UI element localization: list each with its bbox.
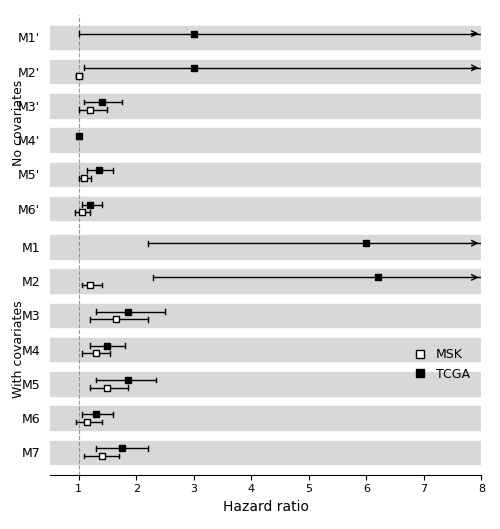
Bar	[50, 235, 482, 259]
Legend: MSK, TCGA: MSK, TCGA	[402, 343, 475, 386]
Bar	[50, 129, 482, 152]
Bar	[50, 162, 482, 186]
Bar	[50, 304, 482, 327]
Bar	[50, 60, 482, 84]
Bar	[50, 26, 482, 49]
Bar	[50, 94, 482, 117]
Bar	[50, 197, 482, 220]
Bar	[50, 441, 482, 464]
Bar	[50, 372, 482, 396]
Bar	[50, 269, 482, 293]
Text: With covariates: With covariates	[12, 301, 25, 398]
Bar	[50, 406, 482, 430]
Bar	[50, 338, 482, 361]
X-axis label: Hazard ratio: Hazard ratio	[222, 500, 308, 514]
Text: No covariates: No covariates	[12, 80, 25, 166]
